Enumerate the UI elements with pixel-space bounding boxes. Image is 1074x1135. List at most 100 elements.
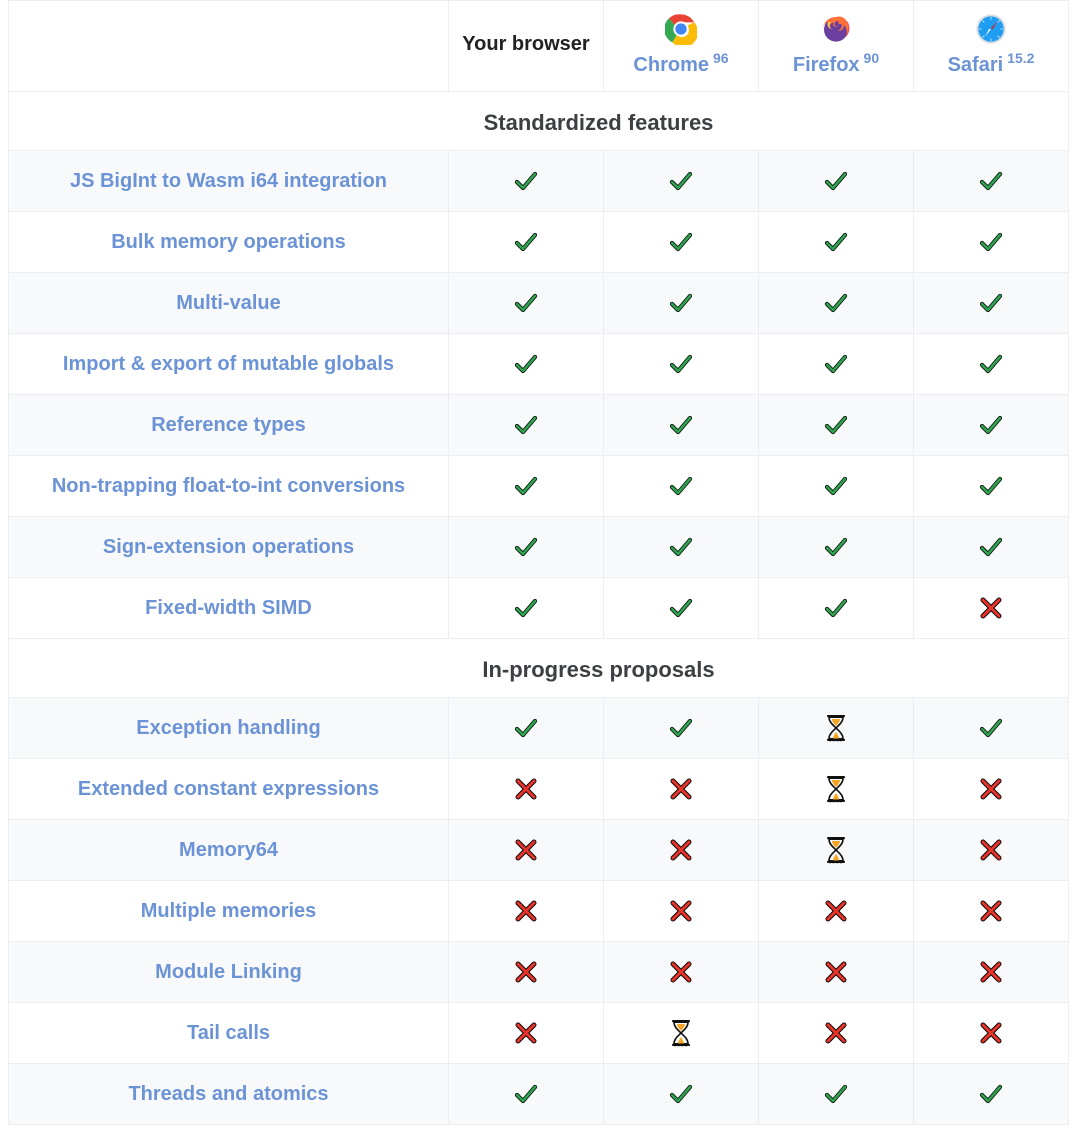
feature-link[interactable]: Multi-value [9,273,449,334]
cross-icon [513,777,539,801]
support-cell [449,578,604,639]
header-version[interactable]: 96 [713,51,729,65]
cross-icon [513,838,539,862]
section-header: In-progress proposals [9,639,1069,698]
support-cell [759,1064,914,1125]
check-icon [668,474,694,498]
header-col-chrome: Chrome 96 [604,1,759,92]
support-cell [759,942,914,1003]
cross-icon [513,960,539,984]
feature-link[interactable]: Fixed-width SIMD [9,578,449,639]
section-title: In-progress proposals [137,657,1060,683]
check-icon [513,352,539,376]
table-row: Threads and atomics [9,1064,1069,1125]
check-icon [513,1082,539,1106]
header-version[interactable]: 15.2 [1007,51,1034,65]
check-icon [978,716,1004,740]
support-cell [914,212,1069,273]
safari-icon [975,11,1007,47]
feature-link[interactable]: Extended constant expressions [9,759,449,820]
support-cell [914,456,1069,517]
support-cell [759,273,914,334]
check-icon [513,716,539,740]
cross-icon [978,838,1004,862]
feature-link[interactable]: Bulk memory operations [9,212,449,273]
check-icon [668,352,694,376]
check-icon [513,413,539,437]
feature-link[interactable]: Non-trapping float-to-int conversions [9,456,449,517]
support-cell [604,759,759,820]
header-name[interactable]: Safari [948,53,1004,77]
header-version[interactable]: 90 [864,51,880,65]
support-cell [914,517,1069,578]
table-row: Reference types [9,395,1069,456]
feature-link[interactable]: Sign-extension operations [9,517,449,578]
support-cell [759,759,914,820]
table-row: Non-trapping float-to-int conversions [9,456,1069,517]
feature-link[interactable]: Reference types [9,395,449,456]
check-icon [668,535,694,559]
support-cell [604,273,759,334]
support-cell [759,881,914,942]
support-cell [449,759,604,820]
feature-link[interactable]: JS BigInt to Wasm i64 integration [9,151,449,212]
check-icon [978,413,1004,437]
table-body: Standardized featuresJS BigInt to Wasm i… [9,92,1069,1125]
check-icon [513,169,539,193]
cross-icon [823,960,849,984]
header-col-firefox: Firefox 90 [759,1,914,92]
firefox-icon [820,11,852,47]
cross-icon [668,777,694,801]
support-cell [449,334,604,395]
support-cell [914,1064,1069,1125]
support-cell [449,517,604,578]
check-icon [513,596,539,620]
header-name[interactable]: Chrome [633,53,709,77]
header-empty-cell [9,1,449,92]
check-icon [668,1082,694,1106]
header-name: Your browser [462,32,589,56]
table-row: Module Linking [9,942,1069,1003]
support-cell [759,578,914,639]
check-icon [823,291,849,315]
support-cell [449,698,604,759]
table-row: Bulk memory operations [9,212,1069,273]
support-cell [604,942,759,1003]
support-cell [914,151,1069,212]
table-row: Fixed-width SIMD [9,578,1069,639]
support-cell [914,759,1069,820]
support-cell [759,334,914,395]
header-col-your-browser: Your browser [449,1,604,92]
support-cell [914,881,1069,942]
support-cell [914,578,1069,639]
check-icon [978,169,1004,193]
hourglass-icon [824,836,848,864]
table-row: Import & export of mutable globals [9,334,1069,395]
feature-link[interactable]: Module Linking [9,942,449,1003]
check-icon [823,169,849,193]
support-cell [449,942,604,1003]
feature-link[interactable]: Exception handling [9,698,449,759]
support-cell [914,334,1069,395]
support-cell [759,456,914,517]
feature-support-table: Your browser Chrome 96 [8,0,1069,1125]
header-name[interactable]: Firefox [793,53,860,77]
feature-link[interactable]: Import & export of mutable globals [9,334,449,395]
feature-link[interactable]: Memory64 [9,820,449,881]
check-icon [668,596,694,620]
feature-link[interactable]: Tail calls [9,1003,449,1064]
section-header: Standardized features [9,92,1069,151]
check-icon [823,1082,849,1106]
support-cell [604,517,759,578]
feature-link[interactable]: Multiple memories [9,881,449,942]
cross-icon [668,960,694,984]
check-icon [668,230,694,254]
support-cell [604,1064,759,1125]
check-icon [668,169,694,193]
check-icon [978,474,1004,498]
check-icon [513,291,539,315]
feature-link[interactable]: Threads and atomics [9,1064,449,1125]
support-cell [604,151,759,212]
support-cell [449,1003,604,1064]
support-cell [759,517,914,578]
